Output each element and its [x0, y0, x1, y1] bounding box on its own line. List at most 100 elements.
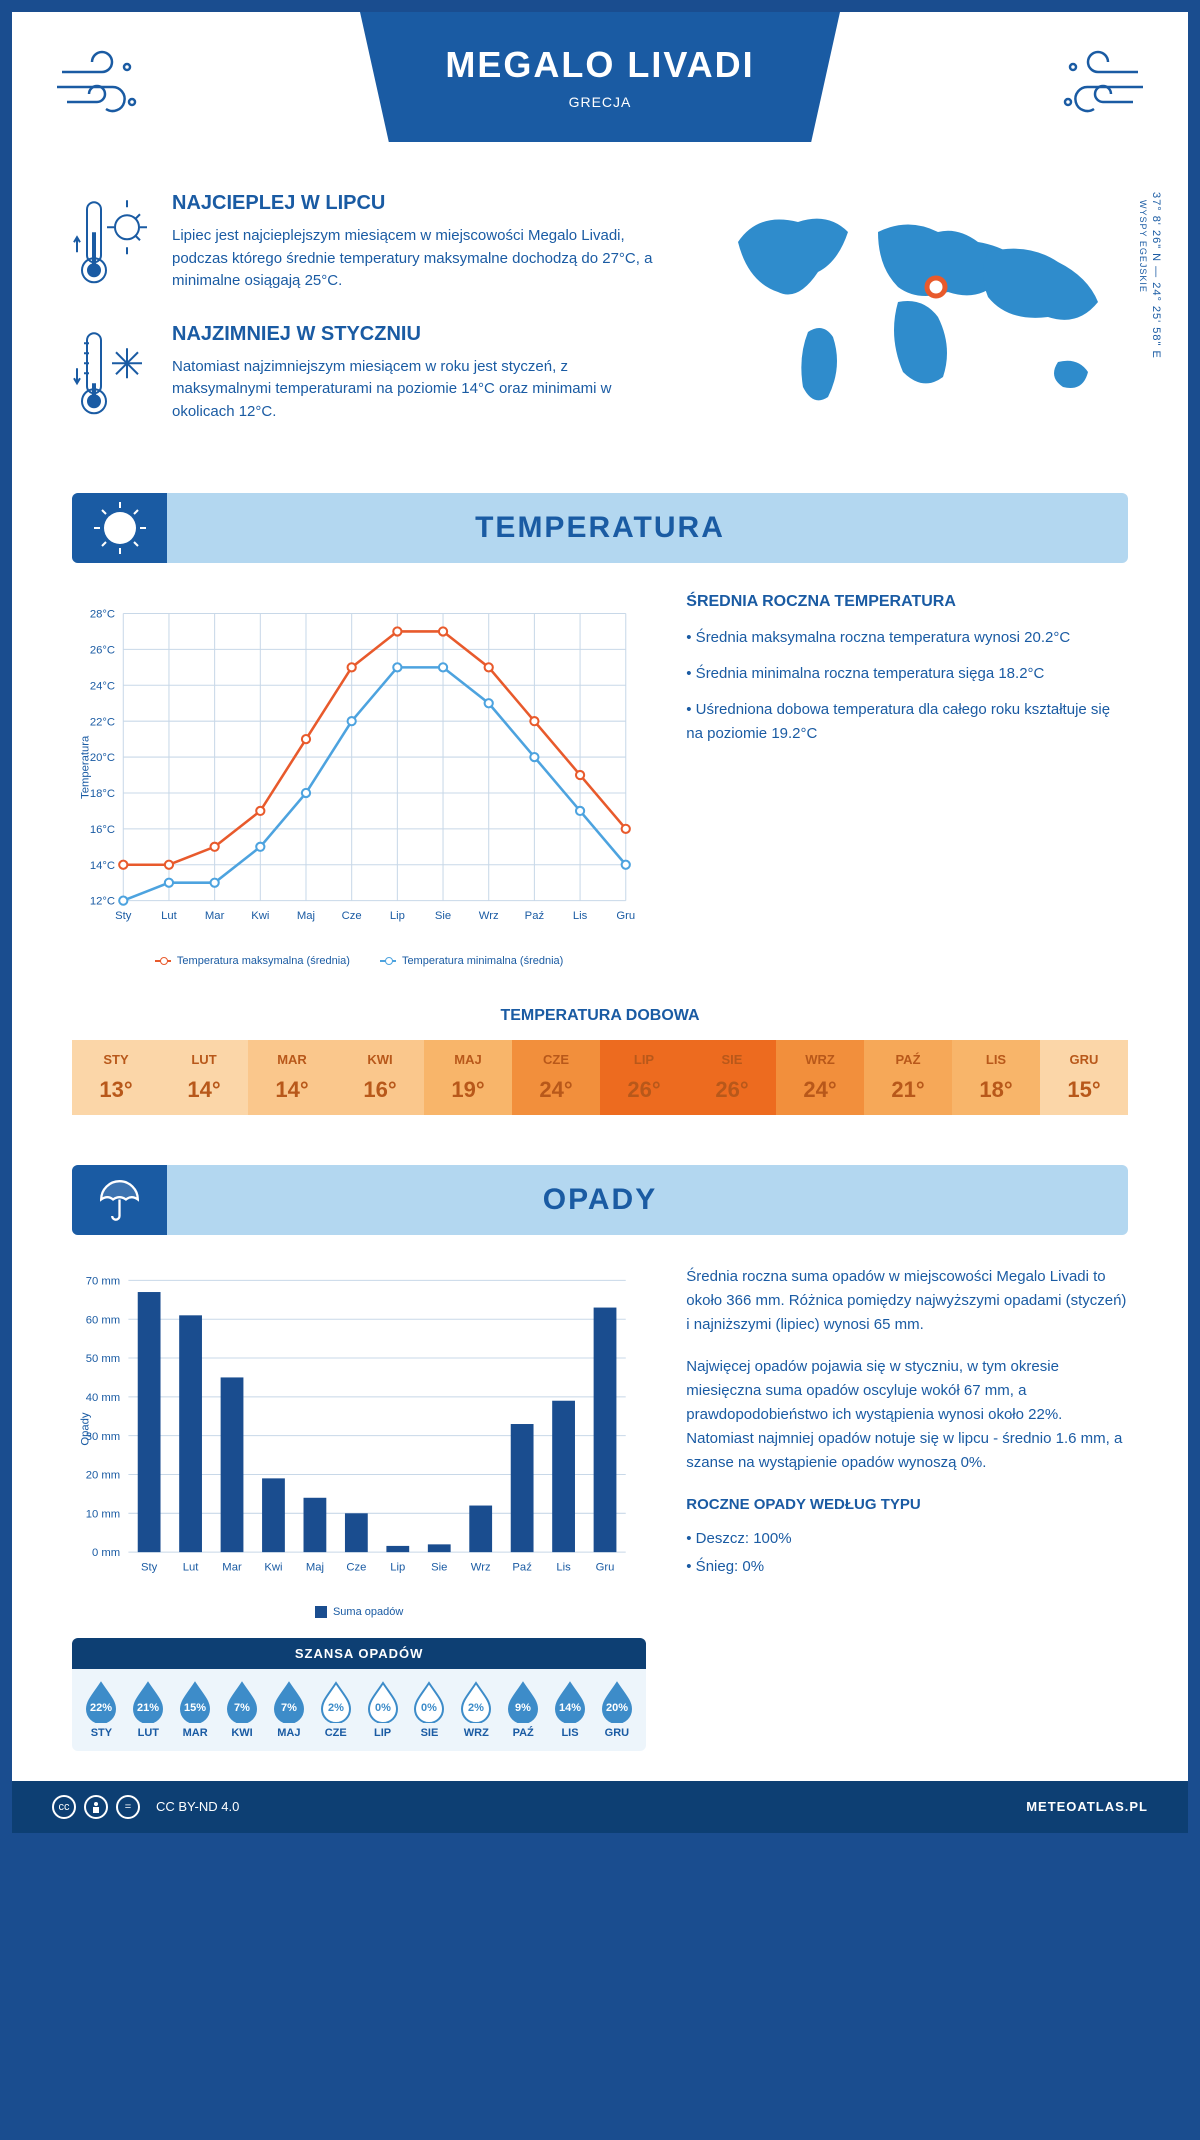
coldest-title: NAJZIMNIEJ W STYCZNIU	[172, 323, 668, 346]
thermometer-cold-icon	[72, 323, 152, 424]
svg-text:Wrz: Wrz	[471, 1561, 491, 1573]
hottest-text: Lipiec jest najcieplejszym miesiącem w m…	[172, 225, 668, 293]
svg-text:Opady: Opady	[79, 1412, 91, 1446]
svg-text:7%: 7%	[281, 1702, 297, 1714]
intro-section: NAJCIEPLEJ W LIPCU Lipiec jest najcieple…	[72, 192, 1128, 453]
svg-text:2%: 2%	[328, 1702, 344, 1714]
svg-text:28°C: 28°C	[90, 609, 115, 621]
svg-text:15%: 15%	[184, 1702, 206, 1714]
chance-cell: 21%LUT	[125, 1679, 172, 1739]
country-subtitle: GRECJA	[569, 94, 632, 110]
sun-icon	[90, 498, 150, 558]
coordinates: 37° 8' 26" N — 24° 25' 58" E	[1150, 192, 1162, 359]
svg-text:Lis: Lis	[573, 910, 588, 922]
svg-text:18°C: 18°C	[90, 788, 115, 800]
daily-cell: MAJ19°	[424, 1040, 512, 1115]
svg-text:Sty: Sty	[115, 910, 132, 922]
svg-text:Wrz: Wrz	[479, 910, 499, 922]
daily-cell: STY13°	[72, 1040, 160, 1115]
svg-text:Sie: Sie	[435, 910, 451, 922]
header: MEGALO LIVADI GRECJA	[12, 12, 1188, 162]
svg-text:Lis: Lis	[556, 1561, 571, 1573]
site-name: METEOATLAS.PL	[1026, 1799, 1148, 1814]
daily-cell: PAŹ21°	[864, 1040, 952, 1115]
svg-text:60 mm: 60 mm	[86, 1314, 120, 1326]
chance-cell: 2%WRZ	[453, 1679, 500, 1739]
chance-cell: 7%MAJ	[265, 1679, 312, 1739]
region-label: WYSPY EGEJSKIE	[1138, 200, 1148, 293]
svg-text:Gru: Gru	[616, 910, 635, 922]
svg-text:12°C: 12°C	[90, 896, 115, 908]
daily-temp-table: STY13°LUT14°MAR14°KWI16°MAJ19°CZE24°LIP2…	[72, 1040, 1128, 1115]
thermometer-hot-icon	[72, 192, 152, 293]
svg-text:Sty: Sty	[141, 1561, 158, 1573]
temperature-section-header: TEMPERATURA	[72, 493, 1128, 563]
chance-cell: 0%LIP	[359, 1679, 406, 1739]
svg-text:Kwi: Kwi	[264, 1561, 282, 1573]
svg-text:70 mm: 70 mm	[86, 1275, 120, 1287]
svg-text:Kwi: Kwi	[251, 910, 269, 922]
location-title: MEGALO LIVADI	[445, 44, 754, 86]
wind-icon-left	[52, 47, 152, 127]
license-text: CC BY-ND 4.0	[156, 1799, 239, 1814]
chance-cell: 7%KWI	[219, 1679, 266, 1739]
daily-temp-title: TEMPERATURA DOBOWA	[72, 1007, 1128, 1025]
temperature-annual-text: ŚREDNIA ROCZNA TEMPERATURA • Średnia mak…	[686, 593, 1128, 967]
svg-text:22%: 22%	[90, 1702, 112, 1714]
chance-title: SZANSA OPADÓW	[72, 1638, 646, 1669]
svg-text:24°C: 24°C	[90, 680, 115, 692]
precipitation-bar-chart: 0 mm10 mm20 mm30 mm40 mm50 mm60 mm70 mmS…	[72, 1265, 646, 1618]
wind-icon-right	[1048, 47, 1148, 127]
svg-text:20%: 20%	[606, 1702, 628, 1714]
legend-max: .legend-item:nth-child(1) .legend-swatch…	[155, 955, 350, 967]
svg-text:2%: 2%	[468, 1702, 484, 1714]
annual-temp-title: ŚREDNIA ROCZNA TEMPERATURA	[686, 593, 1128, 611]
legend-min: .legend-item:nth-child(2) .legend-swatch…	[380, 955, 563, 967]
svg-text:22°C: 22°C	[90, 716, 115, 728]
chance-cell: 20%GRU	[593, 1679, 640, 1739]
cc-icon: cc	[52, 1795, 76, 1819]
svg-text:10 mm: 10 mm	[86, 1508, 120, 1520]
precipitation-text: Średnia roczna suma opadów w miejscowośc…	[686, 1265, 1128, 1751]
svg-text:0%: 0%	[421, 1702, 437, 1714]
svg-text:Cze: Cze	[346, 1561, 366, 1573]
svg-text:Maj: Maj	[297, 910, 315, 922]
svg-text:9%: 9%	[515, 1702, 531, 1714]
hottest-title: NAJCIEPLEJ W LIPCU	[172, 192, 668, 215]
svg-text:Lut: Lut	[161, 910, 178, 922]
svg-text:40 mm: 40 mm	[86, 1392, 120, 1404]
footer: cc = CC BY-ND 4.0 METEOATLAS.PL	[12, 1781, 1188, 1833]
nd-icon: =	[116, 1795, 140, 1819]
svg-text:Lip: Lip	[390, 1561, 405, 1573]
svg-text:Paź: Paź	[525, 910, 545, 922]
svg-text:0 mm: 0 mm	[92, 1547, 120, 1559]
svg-text:Temperatura: Temperatura	[79, 735, 91, 799]
chance-cell: 22%STY	[78, 1679, 125, 1739]
svg-text:20°C: 20°C	[90, 752, 115, 764]
precipitation-title: OPADY	[543, 1183, 657, 1217]
precip-type-title: ROCZNE OPADY WEDŁUG TYPU	[686, 1493, 1128, 1517]
svg-text:50 mm: 50 mm	[86, 1353, 120, 1365]
svg-text:0%: 0%	[375, 1702, 391, 1714]
chance-cell: 2%CZE	[312, 1679, 359, 1739]
daily-cell: WRZ24°	[776, 1040, 864, 1115]
svg-text:14%: 14%	[559, 1702, 581, 1714]
svg-text:Lut: Lut	[183, 1561, 200, 1573]
coldest-block: NAJZIMNIEJ W STYCZNIU Natomiast najzimni…	[72, 323, 668, 424]
precipitation-chance-box: SZANSA OPADÓW 22%STY21%LUT15%MAR7%KWI7%M…	[72, 1638, 646, 1751]
svg-text:26°C: 26°C	[90, 645, 115, 657]
temperature-line-chart: 12°C14°C16°C18°C20°C22°C24°C26°C28°CStyL…	[72, 593, 646, 967]
daily-cell: CZE24°	[512, 1040, 600, 1115]
svg-text:21%: 21%	[137, 1702, 159, 1714]
chance-cell: 9%PAŹ	[500, 1679, 547, 1739]
svg-text:Maj: Maj	[306, 1561, 324, 1573]
svg-text:Gru: Gru	[596, 1561, 615, 1573]
daily-cell: KWI16°	[336, 1040, 424, 1115]
svg-text:Lip: Lip	[390, 910, 405, 922]
daily-cell: GRU15°	[1040, 1040, 1128, 1115]
world-map: 37° 8' 26" N — 24° 25' 58" E WYSPY EGEJS…	[708, 192, 1128, 453]
daily-cell: SIE26°	[688, 1040, 776, 1115]
infographic-page: MEGALO LIVADI GRECJA	[0, 0, 1200, 1845]
daily-cell: LIP26°	[600, 1040, 688, 1115]
temperature-title: TEMPERATURA	[475, 511, 725, 545]
